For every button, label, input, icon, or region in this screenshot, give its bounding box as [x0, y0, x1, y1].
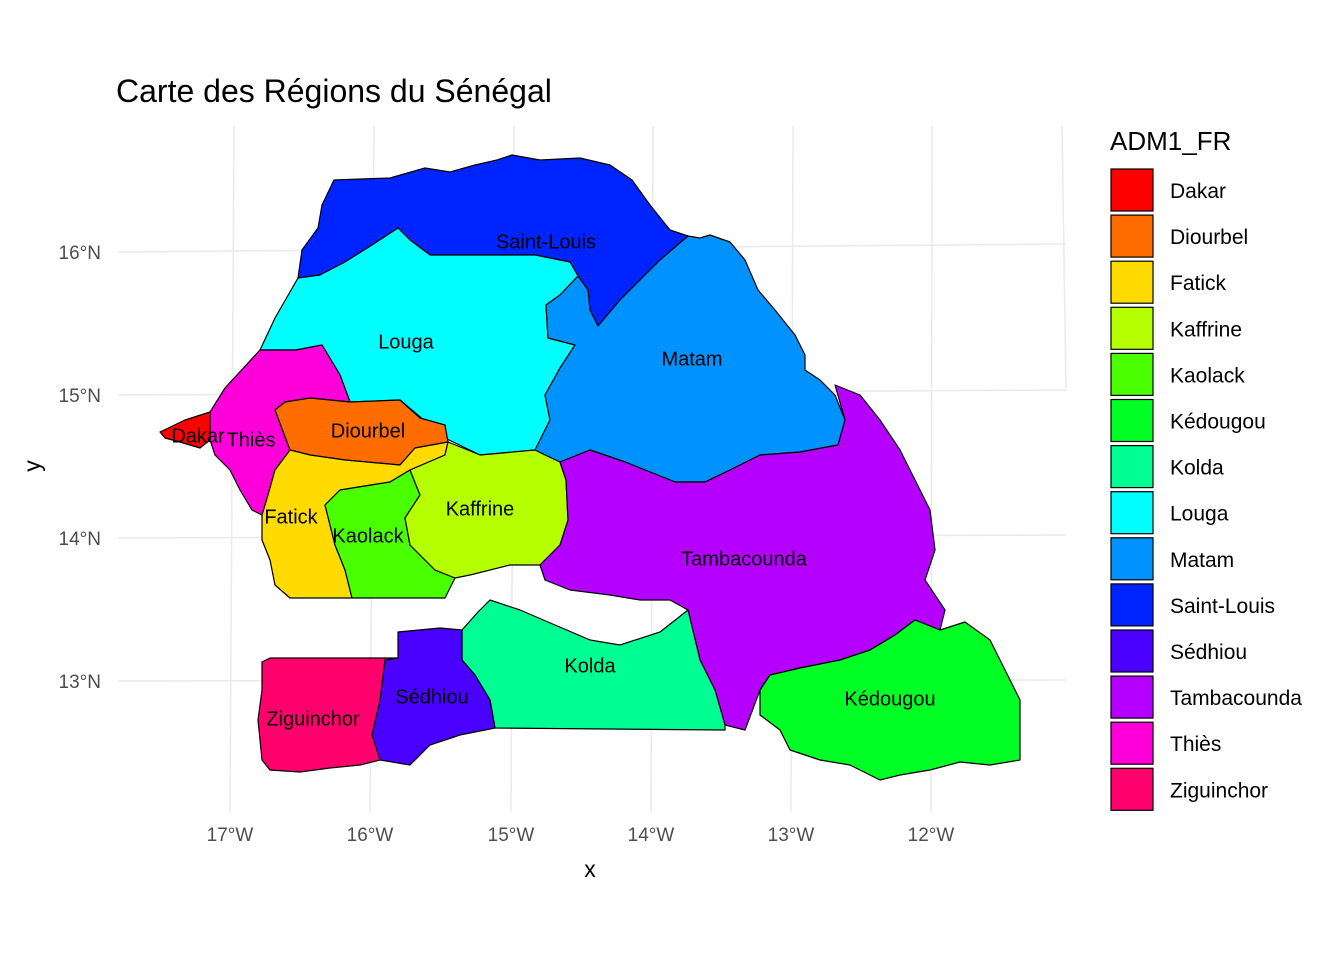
- legend-label-1: Diourbel: [1170, 226, 1248, 249]
- legend-label-2: Fatick: [1170, 272, 1227, 295]
- region-label-13: Ziguinchor: [266, 708, 360, 730]
- y-tick-14n: 14°N: [59, 529, 101, 550]
- legend-label-12: Thiès: [1170, 733, 1221, 756]
- legend-swatch-9: [1110, 583, 1154, 627]
- legend-title: ADM1_FR: [1110, 126, 1231, 156]
- x-axis-ticks: 17°W 16°W 15°W 14°W 13°W 12°W: [207, 825, 955, 846]
- legend-swatch-4: [1110, 352, 1154, 396]
- legend-swatch-12: [1110, 721, 1154, 765]
- region-label-0: Dakar: [171, 425, 225, 447]
- legend-label-3: Kaffrine: [1170, 318, 1242, 341]
- region-label-6: Kolda: [564, 655, 616, 677]
- region-label-12: Thiès: [227, 429, 276, 451]
- region-label-2: Fatick: [264, 506, 318, 528]
- region-ziguinchor[interactable]: [257, 657, 399, 773]
- region-label-5: Kédougou: [844, 688, 935, 710]
- legend-label-5: Kédougou: [1170, 411, 1266, 434]
- legend-swatch-7: [1110, 491, 1154, 535]
- legend-label-4: Kaolack: [1170, 364, 1245, 387]
- region-label-7: Louga: [378, 331, 434, 353]
- x-tick-15w: 15°W: [488, 825, 535, 846]
- x-tick-12w: 12°W: [908, 825, 955, 846]
- legend: ADM1_FR Dakar Diourbel Fatick Kaffrine Kaola…: [1110, 126, 1302, 811]
- x-tick-13w: 13°W: [768, 825, 815, 846]
- legend-swatch-11: [1110, 675, 1154, 719]
- legend-label-13: Ziguinchor: [1170, 779, 1268, 802]
- y-axis-title: y: [19, 460, 45, 472]
- x-tick-14w: 14°W: [628, 825, 675, 846]
- legend-label-6: Kolda: [1170, 457, 1224, 480]
- legend-swatch-0: [1110, 168, 1154, 212]
- legend-swatch-10: [1110, 629, 1154, 673]
- y-tick-13n: 13°N: [59, 672, 101, 693]
- region-label-3: Kaffrine: [446, 498, 515, 520]
- y-tick-15n: 15°N: [59, 386, 101, 407]
- legend-swatch-8: [1110, 537, 1154, 581]
- region-label-9: Saint-Louis: [496, 231, 596, 253]
- region-label-1: Diourbel: [331, 420, 405, 442]
- region-label-4: Kaolack: [332, 525, 404, 547]
- legend-swatch-6: [1110, 445, 1154, 489]
- region-label-8: Matam: [661, 348, 722, 370]
- region-dakar[interactable]: [159, 411, 211, 449]
- legend-label-0: Dakar: [1170, 180, 1226, 203]
- legend-label-11: Tambacounda: [1170, 687, 1302, 710]
- legend-swatch-2: [1110, 260, 1154, 304]
- legend-label-7: Louga: [1170, 503, 1229, 526]
- region-label-11: Tambacounda: [681, 548, 808, 570]
- y-axis-ticks: 16°N 15°N 14°N 13°N: [59, 243, 101, 693]
- legend-swatch-1: [1110, 214, 1154, 258]
- chart-title: Carte des Régions du Sénégal: [116, 73, 552, 109]
- region-label-10: Sédhiou: [395, 686, 468, 708]
- legend-label-9: Saint-Louis: [1170, 595, 1275, 618]
- legend-label-8: Matam: [1170, 549, 1234, 572]
- legend-swatch-3: [1110, 306, 1154, 350]
- x-tick-17w: 17°W: [207, 825, 254, 846]
- x-tick-16w: 16°W: [347, 825, 394, 846]
- legend-swatch-5: [1110, 398, 1154, 443]
- x-axis-title: x: [584, 856, 596, 882]
- region-kedougou[interactable]: [759, 619, 1021, 781]
- regions-layer: [159, 154, 1021, 781]
- region-labels: Dakar Diourbel Fatick Kaffrine Kaolack Kédoug…: [171, 231, 935, 730]
- legend-label-10: Sédhiou: [1170, 641, 1247, 664]
- legend-swatch-13: [1110, 767, 1154, 811]
- y-tick-16n: 16°N: [59, 243, 101, 264]
